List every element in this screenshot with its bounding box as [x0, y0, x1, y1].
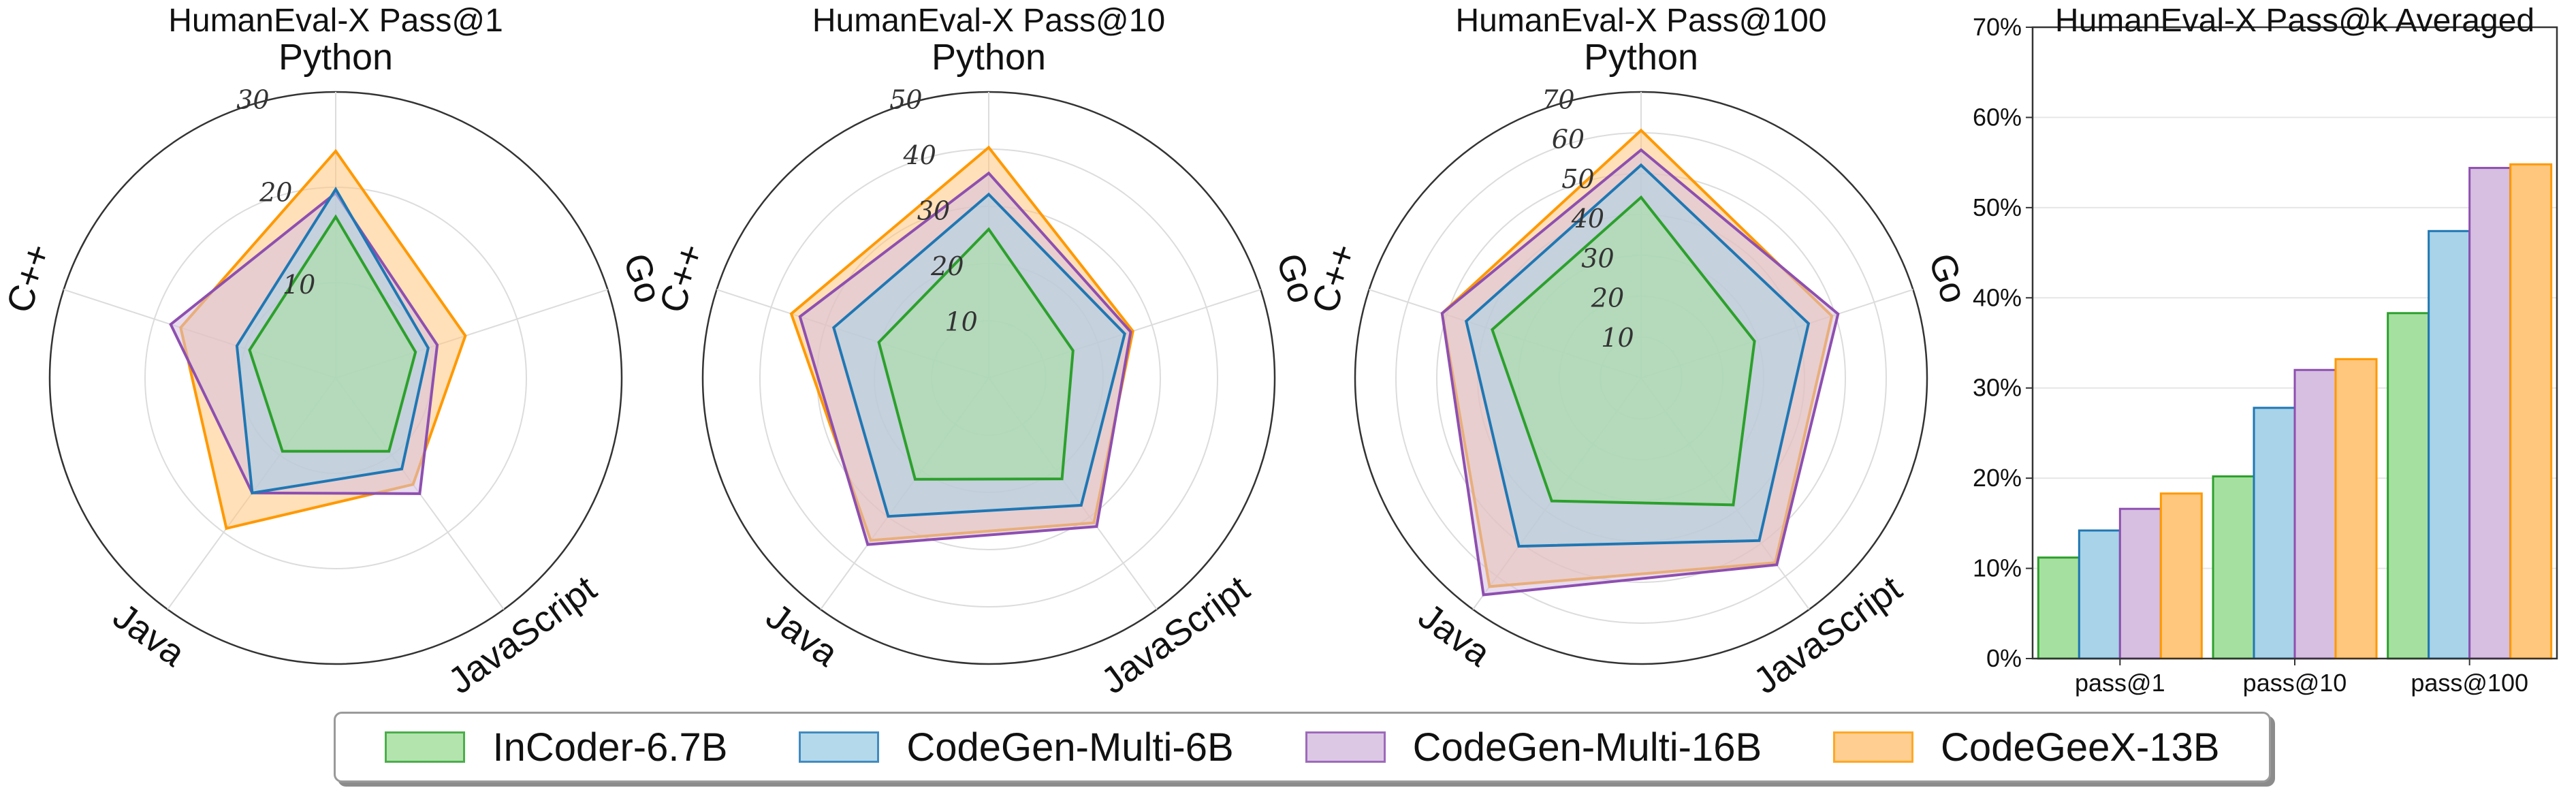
axis-label-java: Java: [106, 595, 193, 674]
chart-title: HumanEval-X Pass@k Averaged: [2055, 3, 2534, 39]
radar-r-tick-label: 10: [944, 306, 977, 336]
legend-label: InCoder-6.7B: [492, 725, 728, 770]
radar-r-tick-label: 70: [1542, 84, 1574, 114]
radar-series-incoder-6-7b: [248, 214, 417, 453]
legend-swatch: [385, 731, 466, 763]
legend: InCoder-6.7B CodeGen-Multi-6B CodeGen-Mult…: [334, 712, 2271, 783]
legend-swatch: [1305, 731, 1386, 763]
legend-swatch: [1833, 731, 1914, 763]
bar-x-tick-label: pass@100: [2411, 669, 2528, 697]
radar-series-incoder-6-7b: [1491, 195, 1756, 507]
axis-label-javascript: JavaScript: [1094, 568, 1256, 702]
bar-plot-frame: [2031, 26, 2558, 660]
legend-swatch: [799, 731, 880, 763]
radar-r-tick-label: 10: [1601, 323, 1634, 353]
bar-y-tick-label: 10%: [1973, 554, 2022, 582]
radar-r-tick-label: 30: [236, 84, 269, 114]
legend-label: CodeGeeX-13B: [1941, 725, 2220, 770]
bar-incoder-6-7b: [2037, 556, 2080, 660]
bar-codegen-multi-6b: [2428, 230, 2471, 660]
axis-label-go: Go: [1921, 249, 1975, 308]
radar-r-tick-label: 20: [930, 251, 964, 281]
axis-label-python: Python: [1584, 37, 1698, 78]
axis-label-python: Python: [932, 37, 1046, 78]
axis-label-javascript: JavaScript: [1746, 568, 1909, 702]
axis-label-java: Java: [1411, 595, 1498, 674]
axis-label-cpp: C++: [652, 239, 712, 318]
bar-incoder-6-7b: [2212, 475, 2255, 660]
chart-title: HumanEval-X Pass@100: [1456, 3, 1827, 39]
chart-title: HumanEval-X Pass@1: [168, 3, 503, 39]
bar-y-tick-label: 0%: [1986, 644, 2022, 672]
bar-y-tick-label: 20%: [1973, 464, 2022, 492]
bar-codegen-multi-16b: [2118, 507, 2162, 660]
bar-incoder-6-7b: [2387, 312, 2430, 660]
radar-r-tick-label: 30: [917, 195, 950, 225]
bar-x-tick-label: pass@10: [2243, 669, 2347, 697]
bar-y-tick-label: 70%: [1973, 13, 2022, 41]
radar-r-tick-label: 50: [1561, 164, 1594, 194]
radar-series-incoder-6-7b: [877, 227, 1075, 481]
radar-chart-3: 10 20 30 40 50 60 70 HumanEval-X Pass@100Python…: [1304, 3, 1975, 702]
axis-label-python: Python: [279, 37, 393, 78]
bar-chart: 0% 10% 20% 30% 40% 50% 60% 70% pass@1 pass@10 pass…: [1973, 3, 2558, 697]
bar-codegen-multi-6b: [2253, 407, 2296, 660]
axis-label-cpp: C++: [1304, 239, 1365, 318]
bar-codegen-multi-16b: [2468, 167, 2512, 660]
radar-r-tick-label: 60: [1552, 125, 1585, 155]
legend-item: CodeGen-Multi-6B: [799, 725, 1234, 770]
axis-label-javascript: JavaScript: [441, 568, 603, 702]
radar-r-tick-label: 30: [1581, 243, 1614, 273]
bar-y-tick-label: 60%: [1973, 103, 2022, 131]
legend-label: CodeGen-Multi-6B: [906, 725, 1234, 770]
legend-item: CodeGen-Multi-16B: [1305, 725, 1762, 770]
legend-item: CodeGeeX-13B: [1833, 725, 2220, 770]
axis-label-cpp: C++: [0, 239, 59, 318]
legend-item: InCoder-6.7B: [385, 725, 727, 770]
bar-codegen-multi-16b: [2293, 368, 2337, 660]
radar-r-tick-label: 50: [889, 84, 922, 114]
bar-codegeex-13b: [2159, 492, 2203, 660]
bar-x-tick-label: pass@1: [2075, 669, 2165, 697]
axis-label-java: Java: [759, 595, 846, 674]
bar-y-tick-label: 30%: [1973, 374, 2022, 402]
radar-r-tick-label: 40: [1571, 204, 1604, 234]
radar-r-tick-label: 20: [1591, 283, 1624, 313]
legend-label: CodeGen-Multi-16B: [1412, 725, 1762, 770]
bar-y-tick-label: 50%: [1973, 193, 2022, 221]
radar-r-tick-label: 10: [283, 270, 315, 300]
radar-r-tick-label: 20: [259, 177, 292, 207]
bar-codegeex-13b: [2334, 358, 2378, 660]
bar-y-tick-label: 40%: [1973, 283, 2022, 311]
chart-title: HumanEval-X Pass@10: [812, 3, 1165, 39]
bar-codegeex-13b: [2509, 163, 2553, 660]
radar-r-tick-label: 40: [903, 140, 936, 170]
bar-codegen-multi-6b: [2078, 529, 2121, 660]
